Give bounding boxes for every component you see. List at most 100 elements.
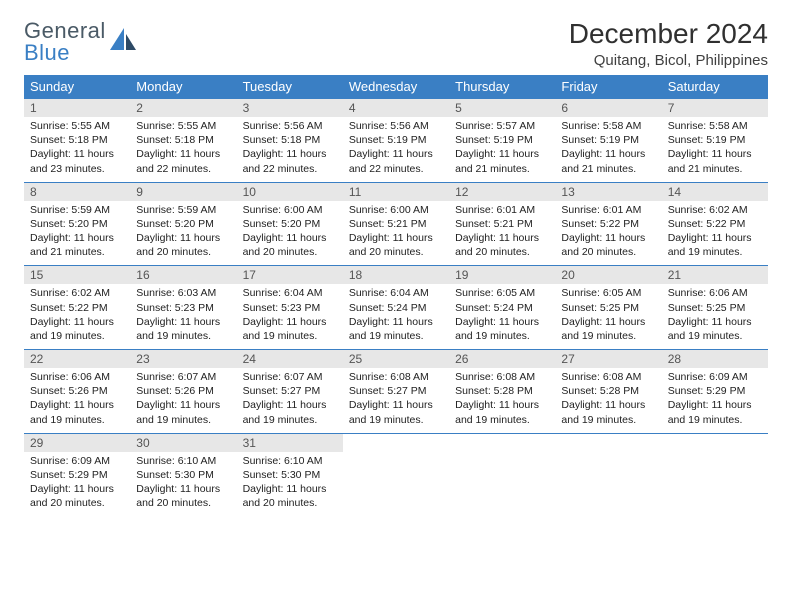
day-number: 12: [449, 183, 555, 201]
day-details: Sunrise: 6:10 AMSunset: 5:30 PMDaylight:…: [130, 452, 236, 517]
day-number: 28: [662, 350, 768, 368]
day-number: 2: [130, 99, 236, 117]
day-details: Sunrise: 6:07 AMSunset: 5:26 PMDaylight:…: [130, 368, 236, 433]
calendar-table: Sunday Monday Tuesday Wednesday Thursday…: [24, 75, 768, 516]
day-details: Sunrise: 6:06 AMSunset: 5:25 PMDaylight:…: [662, 284, 768, 349]
calendar-week-row: 29Sunrise: 6:09 AMSunset: 5:29 PMDayligh…: [24, 433, 768, 516]
calendar-day-cell: 7Sunrise: 5:58 AMSunset: 5:19 PMDaylight…: [662, 99, 768, 183]
weekday-header: Thursday: [449, 75, 555, 99]
day-details: Sunrise: 6:01 AMSunset: 5:22 PMDaylight:…: [555, 201, 661, 266]
day-number: 10: [237, 183, 343, 201]
day-details: Sunrise: 5:59 AMSunset: 5:20 PMDaylight:…: [130, 201, 236, 266]
calendar-day-cell: 3Sunrise: 5:56 AMSunset: 5:18 PMDaylight…: [237, 99, 343, 183]
day-number: 16: [130, 266, 236, 284]
calendar-day-cell: 16Sunrise: 6:03 AMSunset: 5:23 PMDayligh…: [130, 266, 236, 350]
calendar-day-cell: 26Sunrise: 6:08 AMSunset: 5:28 PMDayligh…: [449, 350, 555, 434]
calendar-day-cell: 11Sunrise: 6:00 AMSunset: 5:21 PMDayligh…: [343, 182, 449, 266]
calendar-day-cell: 20Sunrise: 6:05 AMSunset: 5:25 PMDayligh…: [555, 266, 661, 350]
day-details: Sunrise: 6:08 AMSunset: 5:28 PMDaylight:…: [555, 368, 661, 433]
day-details: Sunrise: 5:57 AMSunset: 5:19 PMDaylight:…: [449, 117, 555, 182]
weekday-header: Tuesday: [237, 75, 343, 99]
calendar-day-cell: 13Sunrise: 6:01 AMSunset: 5:22 PMDayligh…: [555, 182, 661, 266]
calendar-day-cell: 15Sunrise: 6:02 AMSunset: 5:22 PMDayligh…: [24, 266, 130, 350]
day-details: Sunrise: 5:56 AMSunset: 5:19 PMDaylight:…: [343, 117, 449, 182]
brand-sail-icon: [110, 28, 136, 55]
day-details: Sunrise: 6:08 AMSunset: 5:28 PMDaylight:…: [449, 368, 555, 433]
day-number: 13: [555, 183, 661, 201]
day-details: Sunrise: 6:10 AMSunset: 5:30 PMDaylight:…: [237, 452, 343, 517]
weekday-header: Saturday: [662, 75, 768, 99]
day-details: Sunrise: 5:58 AMSunset: 5:19 PMDaylight:…: [555, 117, 661, 182]
calendar-page: General Blue December 2024 Quitang, Bico…: [0, 0, 792, 534]
day-details: Sunrise: 6:04 AMSunset: 5:24 PMDaylight:…: [343, 284, 449, 349]
day-details: Sunrise: 6:05 AMSunset: 5:24 PMDaylight:…: [449, 284, 555, 349]
calendar-day-cell: 6Sunrise: 5:58 AMSunset: 5:19 PMDaylight…: [555, 99, 661, 183]
day-number: 19: [449, 266, 555, 284]
day-number: 14: [662, 183, 768, 201]
weekday-header: Friday: [555, 75, 661, 99]
calendar-week-row: 15Sunrise: 6:02 AMSunset: 5:22 PMDayligh…: [24, 266, 768, 350]
day-details: Sunrise: 6:04 AMSunset: 5:23 PMDaylight:…: [237, 284, 343, 349]
day-details: Sunrise: 5:55 AMSunset: 5:18 PMDaylight:…: [24, 117, 130, 182]
day-number: 18: [343, 266, 449, 284]
day-number: 22: [24, 350, 130, 368]
day-number: 21: [662, 266, 768, 284]
day-details: Sunrise: 6:09 AMSunset: 5:29 PMDaylight:…: [24, 452, 130, 517]
day-details: Sunrise: 5:55 AMSunset: 5:18 PMDaylight:…: [130, 117, 236, 182]
calendar-day-cell: 17Sunrise: 6:04 AMSunset: 5:23 PMDayligh…: [237, 266, 343, 350]
calendar-day-cell: 1Sunrise: 5:55 AMSunset: 5:18 PMDaylight…: [24, 99, 130, 183]
calendar-day-cell: 2Sunrise: 5:55 AMSunset: 5:18 PMDaylight…: [130, 99, 236, 183]
calendar-week-row: 8Sunrise: 5:59 AMSunset: 5:20 PMDaylight…: [24, 182, 768, 266]
day-details: Sunrise: 5:58 AMSunset: 5:19 PMDaylight:…: [662, 117, 768, 182]
brand-logo: General Blue: [24, 18, 136, 66]
day-number: 5: [449, 99, 555, 117]
calendar-body: 1Sunrise: 5:55 AMSunset: 5:18 PMDaylight…: [24, 99, 768, 517]
calendar-day-cell: 23Sunrise: 6:07 AMSunset: 5:26 PMDayligh…: [130, 350, 236, 434]
calendar-day-cell: 29Sunrise: 6:09 AMSunset: 5:29 PMDayligh…: [24, 433, 130, 516]
day-details: Sunrise: 5:56 AMSunset: 5:18 PMDaylight:…: [237, 117, 343, 182]
calendar-day-cell: 22Sunrise: 6:06 AMSunset: 5:26 PMDayligh…: [24, 350, 130, 434]
day-number: 11: [343, 183, 449, 201]
day-details: Sunrise: 6:02 AMSunset: 5:22 PMDaylight:…: [24, 284, 130, 349]
calendar-day-cell: 8Sunrise: 5:59 AMSunset: 5:20 PMDaylight…: [24, 182, 130, 266]
day-number: 3: [237, 99, 343, 117]
calendar-day-cell: [343, 433, 449, 516]
day-details: Sunrise: 6:05 AMSunset: 5:25 PMDaylight:…: [555, 284, 661, 349]
day-details: Sunrise: 6:06 AMSunset: 5:26 PMDaylight:…: [24, 368, 130, 433]
day-details: Sunrise: 6:01 AMSunset: 5:21 PMDaylight:…: [449, 201, 555, 266]
day-number: 26: [449, 350, 555, 368]
weekday-header: Sunday: [24, 75, 130, 99]
calendar-day-cell: 30Sunrise: 6:10 AMSunset: 5:30 PMDayligh…: [130, 433, 236, 516]
day-number: 23: [130, 350, 236, 368]
calendar-day-cell: 12Sunrise: 6:01 AMSunset: 5:21 PMDayligh…: [449, 182, 555, 266]
calendar-day-cell: 28Sunrise: 6:09 AMSunset: 5:29 PMDayligh…: [662, 350, 768, 434]
calendar-day-cell: 21Sunrise: 6:06 AMSunset: 5:25 PMDayligh…: [662, 266, 768, 350]
day-number: 24: [237, 350, 343, 368]
calendar-day-cell: 14Sunrise: 6:02 AMSunset: 5:22 PMDayligh…: [662, 182, 768, 266]
day-details: Sunrise: 5:59 AMSunset: 5:20 PMDaylight:…: [24, 201, 130, 266]
calendar-day-cell: [449, 433, 555, 516]
day-details: Sunrise: 6:08 AMSunset: 5:27 PMDaylight:…: [343, 368, 449, 433]
day-number: 7: [662, 99, 768, 117]
calendar-day-cell: 24Sunrise: 6:07 AMSunset: 5:27 PMDayligh…: [237, 350, 343, 434]
calendar-day-cell: 18Sunrise: 6:04 AMSunset: 5:24 PMDayligh…: [343, 266, 449, 350]
calendar-day-cell: 19Sunrise: 6:05 AMSunset: 5:24 PMDayligh…: [449, 266, 555, 350]
calendar-day-cell: 9Sunrise: 5:59 AMSunset: 5:20 PMDaylight…: [130, 182, 236, 266]
day-number: 20: [555, 266, 661, 284]
day-number: 9: [130, 183, 236, 201]
day-number: 8: [24, 183, 130, 201]
day-number: 25: [343, 350, 449, 368]
day-details: Sunrise: 6:03 AMSunset: 5:23 PMDaylight:…: [130, 284, 236, 349]
day-number: 4: [343, 99, 449, 117]
day-details: Sunrise: 6:09 AMSunset: 5:29 PMDaylight:…: [662, 368, 768, 433]
day-details: Sunrise: 6:00 AMSunset: 5:21 PMDaylight:…: [343, 201, 449, 266]
calendar-day-cell: [662, 433, 768, 516]
day-number: 6: [555, 99, 661, 117]
day-details: Sunrise: 6:00 AMSunset: 5:20 PMDaylight:…: [237, 201, 343, 266]
calendar-day-cell: 4Sunrise: 5:56 AMSunset: 5:19 PMDaylight…: [343, 99, 449, 183]
header: General Blue December 2024 Quitang, Bico…: [24, 18, 768, 69]
day-number: 30: [130, 434, 236, 452]
weekday-header: Wednesday: [343, 75, 449, 99]
calendar-day-cell: [555, 433, 661, 516]
month-title: December 2024: [569, 18, 768, 50]
